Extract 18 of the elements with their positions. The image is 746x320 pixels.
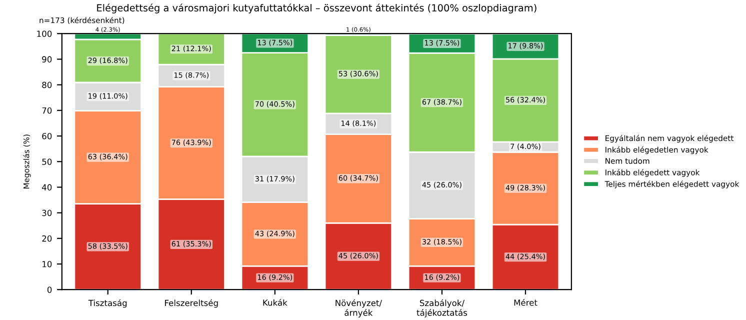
y-tick-label: 30 [42, 210, 52, 216]
x-tick-label: Felszereltség [165, 299, 218, 308]
chart-title: Elégedettség a városmajori kutyafuttatókkal – összevont áttekintés (100% oszlopdiagram) [97, 4, 536, 14]
y-tick-label: 0 [47, 286, 52, 293]
y-tick-label: 100 [37, 30, 52, 37]
y-tick-label: 50 [42, 158, 52, 165]
x-tick-label: Növényzet/ árnyék [336, 299, 382, 318]
y-tick-label: 90 [42, 56, 52, 62]
y-tick-label: 20 [42, 235, 52, 242]
x-tick-label: Méret [514, 298, 538, 306]
y-tick-label: 60 [42, 132, 52, 140]
y-tick-label: 70 [42, 107, 52, 114]
x-tick-label: Tisztaság [88, 299, 127, 308]
y-tick-label: 80 [42, 82, 52, 88]
y-tick-label: 10 [42, 260, 52, 268]
x-tick-label: Szabályok/ tájékoztatás [416, 299, 468, 318]
x-tick-label: Kukák [263, 298, 288, 306]
y-tick-label: 40 [42, 184, 52, 190]
